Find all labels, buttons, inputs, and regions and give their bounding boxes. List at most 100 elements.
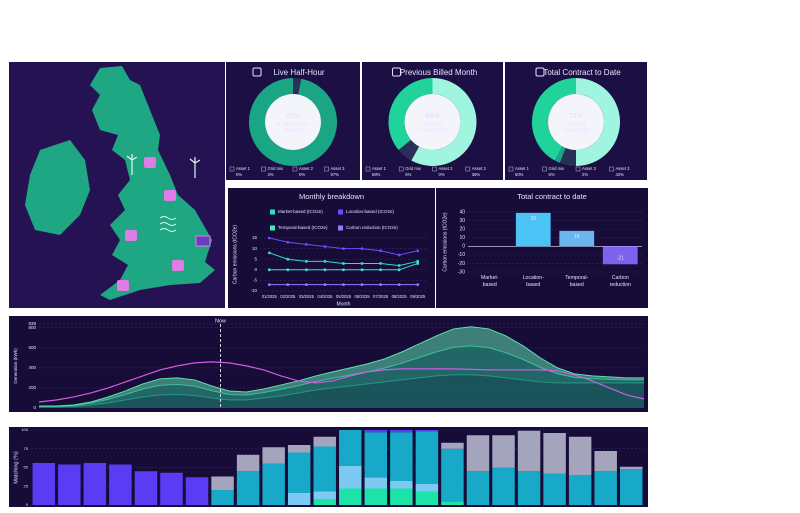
series-point xyxy=(304,268,308,272)
bar-segment xyxy=(287,445,311,453)
bar-segment xyxy=(619,466,643,469)
series-point xyxy=(360,283,364,287)
legend-label: Asset 3 xyxy=(331,166,346,171)
wave-icon xyxy=(159,216,177,232)
legend-value: 97% xyxy=(331,172,340,177)
center-caption: matched xyxy=(566,121,585,127)
y-tick-label: -10 xyxy=(458,252,465,258)
legend-swatch xyxy=(365,166,371,172)
y-tick-label: 0 xyxy=(462,244,465,250)
panel-title: Live Half-Hour xyxy=(273,68,324,77)
legend-label: Grid mix xyxy=(405,166,421,171)
series-point xyxy=(397,253,401,257)
donut-segment xyxy=(554,146,566,163)
x-axis-label: Month xyxy=(337,301,351,307)
solar-icon xyxy=(195,235,211,247)
center-value: 72% xyxy=(569,113,584,120)
series-point xyxy=(360,247,364,251)
donut-hole xyxy=(404,94,461,150)
x-tick-label: 01/2025 xyxy=(262,294,278,299)
center-caption: consumption xyxy=(418,127,447,133)
legend-label: Location-based (tCO2e) xyxy=(346,209,395,214)
series-point xyxy=(286,283,290,287)
y-axis-label: Generation (kWh) xyxy=(13,348,18,384)
bar-segment xyxy=(313,446,336,492)
legend-swatch xyxy=(338,209,343,215)
bar-segment xyxy=(236,454,260,472)
bar-segment xyxy=(543,433,566,474)
legend-swatch xyxy=(398,166,404,172)
bar-segment xyxy=(262,463,285,505)
icon xyxy=(252,67,262,77)
series-point xyxy=(342,268,345,272)
bar-segment xyxy=(466,435,490,472)
donut-segment xyxy=(398,139,420,161)
legend-label: Carbon reduction (tCO2e) xyxy=(346,225,398,230)
series-point xyxy=(323,259,327,263)
x-tick-label: 07/2025 xyxy=(373,294,389,299)
bar-segment xyxy=(441,501,464,505)
donut-segment xyxy=(249,78,337,166)
bar xyxy=(559,230,595,247)
legend-value: 6% xyxy=(549,172,555,177)
y-axis-label: Carbon emissions (tCO2e) xyxy=(442,212,448,272)
x-tick-label: Temporal-based xyxy=(565,275,588,288)
x-tick-label: Location-based xyxy=(523,275,545,288)
bar-segment xyxy=(517,471,541,505)
bar-segment xyxy=(32,463,56,505)
area-edge xyxy=(39,326,644,407)
site-icon xyxy=(117,280,129,291)
legend-value: 58% xyxy=(372,172,381,177)
bar-segment xyxy=(211,476,234,490)
area-fill xyxy=(39,326,644,407)
donut-segment xyxy=(388,78,433,151)
site-icon xyxy=(125,230,137,241)
legend-value: 0% xyxy=(299,172,305,177)
bar-segment xyxy=(58,464,81,505)
series-point xyxy=(342,283,345,287)
series-point xyxy=(304,283,308,287)
y-tick-label: 75 xyxy=(24,446,29,451)
ireland xyxy=(25,140,90,235)
y-axis-label: Carbon emissions (tCO2e) xyxy=(232,225,238,285)
bar-segment xyxy=(492,435,515,468)
y-axis-label: Matching (%) xyxy=(13,451,19,484)
bar-segment xyxy=(287,452,311,493)
y-tick-label: 10 xyxy=(459,235,465,241)
x-tick-label: 04/2025 xyxy=(317,294,333,299)
icon xyxy=(535,67,545,77)
turbine-icons xyxy=(126,154,201,178)
legend-swatch xyxy=(508,166,514,172)
bar-segment xyxy=(313,491,336,499)
panel-title: Previous Billed Month xyxy=(400,68,477,77)
series-point xyxy=(267,236,271,240)
series-point xyxy=(342,262,345,265)
legend-label: Asset 1 xyxy=(372,166,387,171)
center-value: 68% xyxy=(425,113,440,120)
center-caption: consumption xyxy=(562,127,591,133)
y-tick-label: 838 xyxy=(28,321,36,326)
bar-segment xyxy=(466,471,490,505)
bar-segment xyxy=(160,472,183,505)
legend-value: 36% xyxy=(472,172,481,177)
donut-segment xyxy=(575,78,620,166)
series-point xyxy=(416,283,420,287)
y-tick-label: 600 xyxy=(28,345,36,350)
legend-label: Asset 1 xyxy=(236,166,251,171)
legend-swatch xyxy=(270,225,275,231)
legend-swatch xyxy=(575,166,581,172)
donut-hole xyxy=(265,94,321,150)
site-icons xyxy=(117,157,184,291)
series-point xyxy=(286,268,290,272)
y-tick-label: 400 xyxy=(28,365,36,370)
legend-value: 0% xyxy=(236,172,242,177)
legend-swatch xyxy=(229,166,235,172)
legend-swatch xyxy=(609,166,614,172)
bar-segment xyxy=(313,436,336,447)
legend-label: Asset 3 xyxy=(616,166,631,171)
bar-segment xyxy=(441,448,464,502)
y-tick-label: 10 xyxy=(252,246,258,251)
bar-segment xyxy=(287,493,311,505)
series-point xyxy=(267,251,271,255)
